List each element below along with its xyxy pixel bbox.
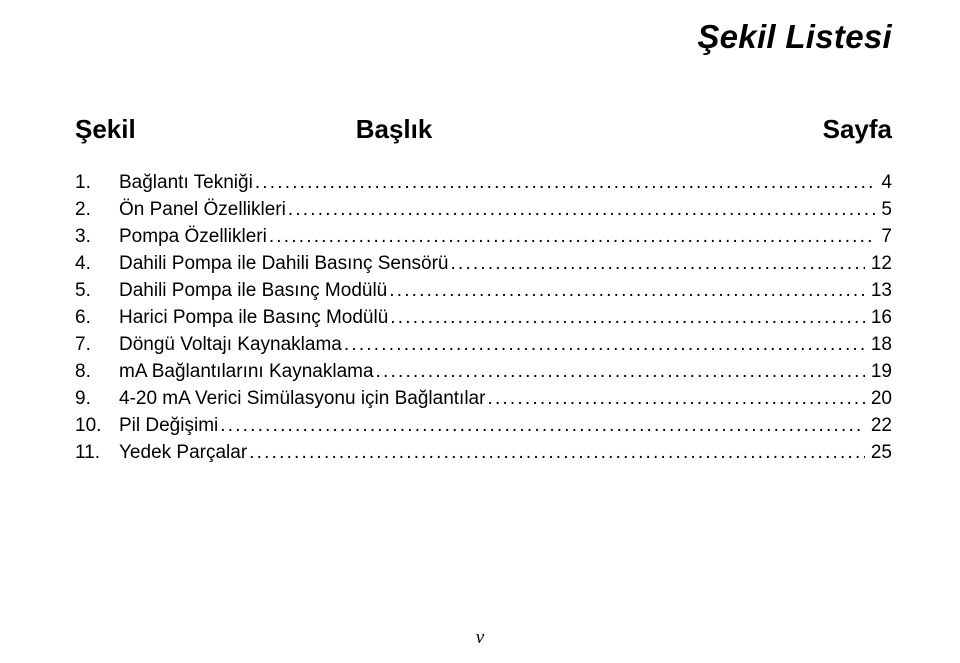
toc-entry-page: 18 xyxy=(865,335,892,354)
toc-list: 1. Bağlantı Tekniği ....................… xyxy=(75,173,892,462)
document-title: Şekil Listesi xyxy=(75,18,892,56)
toc-leader: ........................................… xyxy=(267,227,876,246)
toc-row: 11. Yedek Parçalar .....................… xyxy=(75,443,892,462)
toc-entry-number: 7. xyxy=(75,335,119,354)
toc-entry-title: 4-20 mA Verici Simülasyonu için Bağlantı… xyxy=(119,389,485,408)
toc-row: 3. Pompa Özellikleri ...................… xyxy=(75,227,892,246)
toc-leader: ........................................… xyxy=(342,335,865,354)
toc-entry-number: 4. xyxy=(75,254,119,273)
toc-entry-title: Yedek Parçalar xyxy=(119,443,247,462)
toc-leader: ........................................… xyxy=(253,173,876,192)
toc-entry-page: 19 xyxy=(865,362,892,381)
toc-leader: ........................................… xyxy=(286,200,876,219)
toc-entry-number: 10. xyxy=(75,416,119,435)
column-header-baslik: Başlık xyxy=(356,114,433,145)
toc-row: 10. Pil Değişimi .......................… xyxy=(75,416,892,435)
toc-entry-page: 5 xyxy=(875,200,892,219)
toc-entry-page: 12 xyxy=(865,254,892,273)
toc-entry-page: 16 xyxy=(865,308,892,327)
toc-row: 4. Dahili Pompa ile Dahili Basınç Sensör… xyxy=(75,254,892,273)
toc-row: 7. Döngü Voltajı Kaynaklama ............… xyxy=(75,335,892,354)
column-header-sayfa: Sayfa xyxy=(823,114,892,145)
toc-entry-title: Pil Değişimi xyxy=(119,416,218,435)
toc-row: 2. Ön Panel Özellikleri ................… xyxy=(75,200,892,219)
toc-entry-page: 20 xyxy=(865,389,892,408)
toc-column-headers: Şekil Başlık Sayfa xyxy=(75,114,892,145)
toc-entry-title: Dahili Pompa ile Dahili Basınç Sensörü xyxy=(119,254,449,273)
column-header-sekil: Şekil xyxy=(75,114,136,145)
toc-entry-number: 5. xyxy=(75,281,119,300)
toc-entry-number: 6. xyxy=(75,308,119,327)
page-number: v xyxy=(0,627,960,649)
toc-entry-title: Dahili Pompa ile Basınç Modülü xyxy=(119,281,387,300)
toc-entry-number: 8. xyxy=(75,362,119,381)
toc-leader: ........................................… xyxy=(387,281,865,300)
toc-row: 6. Harici Pompa ile Basınç Modülü ......… xyxy=(75,308,892,327)
toc-entry-number: 2. xyxy=(75,200,119,219)
header-spacer xyxy=(136,114,356,145)
toc-entry-page: 7 xyxy=(875,227,892,246)
toc-entry-title: mA Bağlantılarını Kaynaklama xyxy=(119,362,374,381)
toc-entry-number: 1. xyxy=(75,173,119,192)
toc-entry-number: 3. xyxy=(75,227,119,246)
toc-entry-page: 4 xyxy=(875,173,892,192)
toc-entry-number: 11. xyxy=(75,443,119,462)
toc-leader: ........................................… xyxy=(388,308,865,327)
toc-leader: ........................................… xyxy=(218,416,865,435)
toc-leader: ........................................… xyxy=(374,362,865,381)
toc-leader: ........................................… xyxy=(247,443,865,462)
toc-entry-title: Ön Panel Özellikleri xyxy=(119,200,286,219)
toc-entry-title: Bağlantı Tekniği xyxy=(119,173,253,192)
toc-entry-number: 9. xyxy=(75,389,119,408)
document-page: Şekil Listesi Şekil Başlık Sayfa 1. Bağl… xyxy=(0,0,960,663)
toc-row: 9. 4-20 mA Verici Simülasyonu için Bağla… xyxy=(75,389,892,408)
toc-row: 5. Dahili Pompa ile Basınç Modülü ......… xyxy=(75,281,892,300)
toc-entry-title: Pompa Özellikleri xyxy=(119,227,267,246)
header-spacer xyxy=(432,114,822,145)
toc-row: 8. mA Bağlantılarını Kaynaklama ........… xyxy=(75,362,892,381)
toc-entry-page: 25 xyxy=(865,443,892,462)
toc-entry-page: 22 xyxy=(865,416,892,435)
toc-leader: ........................................… xyxy=(449,254,865,273)
toc-entry-page: 13 xyxy=(865,281,892,300)
toc-leader: ........................................… xyxy=(485,389,864,408)
toc-row: 1. Bağlantı Tekniği ....................… xyxy=(75,173,892,192)
toc-entry-title: Döngü Voltajı Kaynaklama xyxy=(119,335,342,354)
toc-entry-title: Harici Pompa ile Basınç Modülü xyxy=(119,308,388,327)
